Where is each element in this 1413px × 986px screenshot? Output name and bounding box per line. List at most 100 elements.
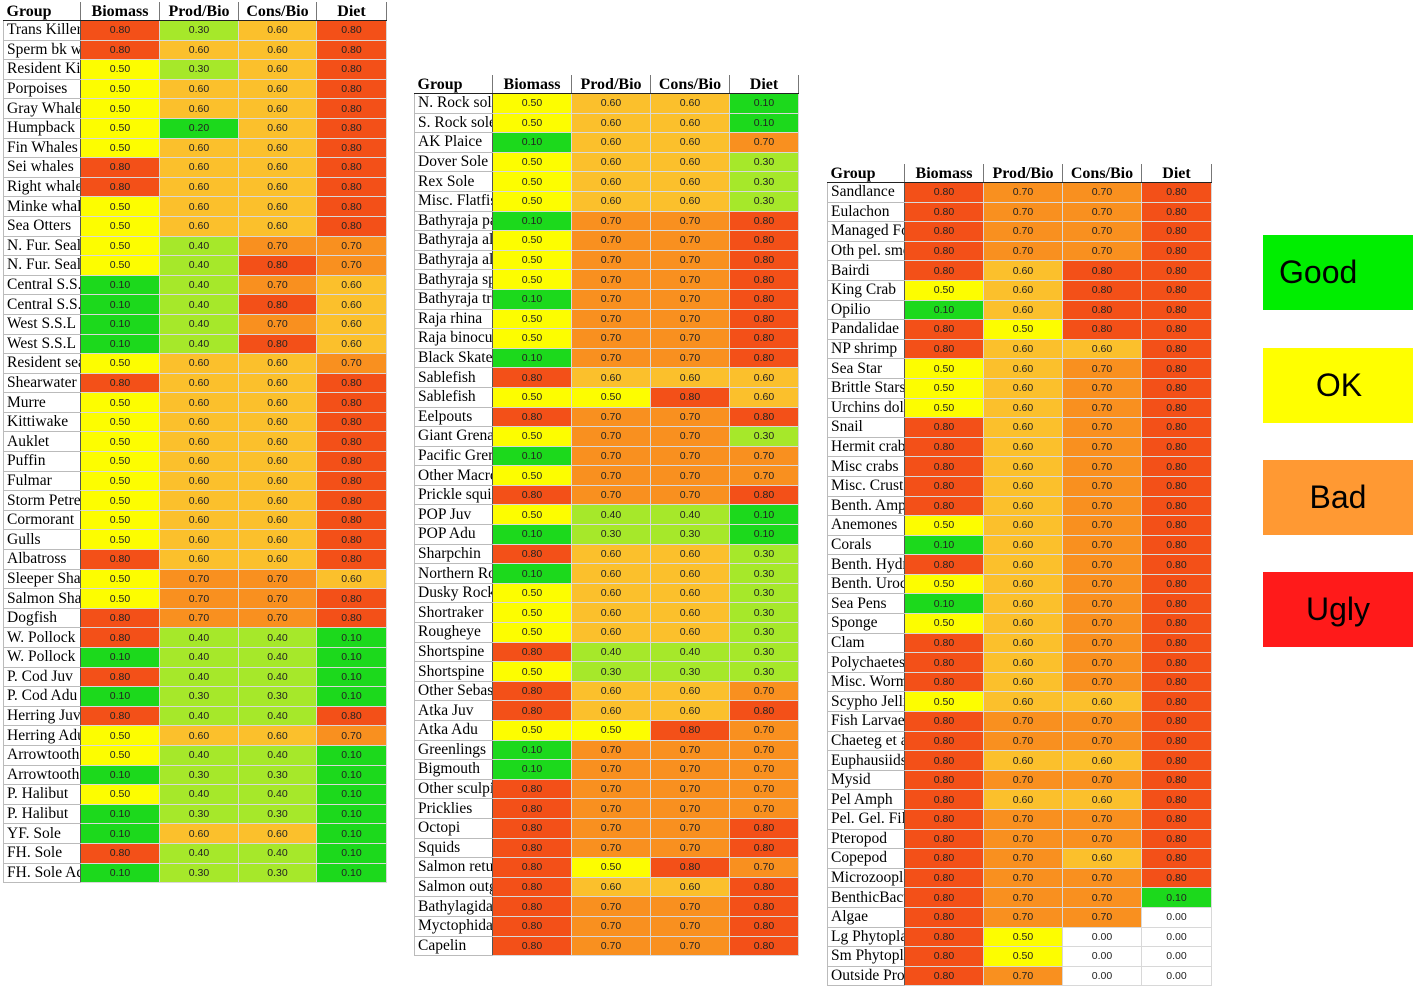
prod-bio-cell: 0.70: [159, 588, 239, 609]
prod-bio-cell: 0.30: [159, 20, 239, 41]
header-prod-bio: Prod/Bio: [159, 2, 239, 21]
diet-cell: 0.80: [729, 269, 799, 290]
biomass-cell: 0.80: [492, 857, 572, 878]
diet-cell: 0.80: [316, 39, 387, 61]
cons-bio-cell: 0.70: [650, 817, 730, 839]
diet-cell: 0.80: [1141, 338, 1212, 360]
prod-bio-cell: 0.60: [571, 543, 651, 565]
cons-bio-cell: 0.60: [238, 725, 317, 746]
table-row: Greenlings 0.10 0.70 0.70 0.70: [414, 739, 799, 761]
table-row: Storm Petrel 0.50 0.60 0.60 0.80: [3, 490, 387, 511]
prod-bio-cell: 0.60: [159, 215, 239, 237]
scores-table-1: Group Biomass Prod/Bio Cons/Bio Diet Tra…: [3, 2, 387, 884]
prod-bio-cell: 0.70: [983, 965, 1063, 986]
biomass-cell: 0.50: [492, 582, 572, 604]
prod-bio-cell: 0.60: [159, 823, 239, 844]
table-row: Kittiwake 0.50 0.60 0.60 0.80: [3, 411, 387, 433]
cons-bio-cell: 0.80: [238, 294, 317, 315]
prod-bio-cell: 0.40: [159, 666, 239, 688]
group-name-cell: Algae: [827, 906, 905, 928]
biomass-cell: 0.50: [904, 573, 984, 595]
prod-bio-cell: 0.60: [571, 190, 651, 212]
cons-bio-cell: 0.70: [650, 759, 730, 780]
diet-cell: 0.70: [316, 255, 387, 276]
table-row: Benth. Urochordata0.500.600.700.80: [827, 573, 1212, 595]
biomass-cell: 0.50: [492, 171, 572, 192]
group-name-cell: Microzooplankton: [827, 867, 905, 889]
diet-cell: 0.80: [1141, 436, 1212, 458]
prod-bio-cell: 0.60: [571, 563, 651, 584]
biomass-cell: 0.50: [492, 308, 572, 330]
group-name-cell: Eulachon: [827, 201, 905, 223]
prod-bio-cell: 0.60: [983, 515, 1063, 536]
prod-bio-cell: 0.60: [159, 372, 239, 394]
cons-bio-cell: 0.60: [650, 680, 730, 702]
table-row: N. Fur. Seal 0.50 0.40 0.70 0.70: [3, 235, 387, 257]
diet-cell: 0.80: [1141, 573, 1212, 595]
diet-cell: 0.80: [316, 176, 387, 198]
prod-bio-cell: 0.60: [571, 112, 651, 134]
diet-cell: 0.80: [1141, 652, 1212, 673]
cons-bio-cell: 0.40: [238, 647, 317, 668]
table-row: Porpoises 0.50 0.60 0.60 0.80: [3, 78, 387, 100]
group-name-cell: YF. Sole: [3, 823, 81, 844]
table-row: Sei whales 0.80 0.60 0.60 0.80: [3, 157, 387, 178]
group-name-cell: POP Adu: [414, 524, 493, 545]
diet-cell: 0.80: [316, 196, 387, 217]
table-row: Urchins dollars0.500.600.700.80: [827, 397, 1212, 419]
table-row: P. Halibut 0.10 0.30 0.30 0.10: [3, 803, 387, 825]
diet-cell: 0.80: [729, 876, 799, 898]
diet-cell: 0.80: [729, 210, 799, 232]
biomass-cell: 0.10: [492, 132, 572, 153]
cons-bio-cell: 0.80: [1062, 319, 1142, 340]
cons-bio-cell: 0.60: [1062, 750, 1142, 771]
cons-bio-cell: 0.70: [1062, 828, 1142, 850]
table-row: Trans Killer 0.80 0.30 0.60 0.80: [3, 20, 387, 41]
prod-bio-cell: 0.70: [983, 730, 1063, 752]
table-row: Brittle Stars 0.50 0.60 0.70 0.80: [827, 377, 1212, 399]
biomass-cell: 0.50: [492, 602, 572, 624]
biomass-cell: 0.10: [80, 764, 160, 786]
biomass-cell: 0.80: [80, 176, 160, 198]
table-row: Anemones 0.50 0.60 0.70 0.80: [827, 515, 1212, 536]
prod-bio-cell: 0.30: [159, 764, 239, 786]
table-row: S. Rock sole 0.50 0.60 0.60 0.10: [414, 112, 799, 134]
prod-bio-cell: 0.60: [159, 451, 239, 472]
prod-bio-cell: 0.40: [159, 274, 239, 296]
diet-cell: 0.80: [1141, 671, 1212, 693]
diet-cell: 0.80: [1141, 240, 1212, 262]
diet-cell: 0.80: [1141, 809, 1212, 830]
table-row: Other Macrourids0.500.700.700.70: [414, 465, 799, 486]
diet-cell: 0.80: [729, 328, 799, 349]
biomass-cell: 0.10: [80, 803, 160, 825]
prod-bio-cell: 0.40: [159, 705, 239, 727]
diet-cell: 0.30: [729, 622, 799, 643]
table-row: Copepod 0.80 0.70 0.60 0.80: [827, 848, 1212, 869]
group-name-cell: BenthicBacteria: [827, 887, 905, 908]
cons-bio-cell: 0.70: [1062, 730, 1142, 752]
table-row: POP Adu 0.10 0.30 0.30 0.10: [414, 524, 799, 545]
table-row: Other sculpins0.800.700.700.70: [414, 778, 799, 800]
cons-bio-cell: 0.70: [1062, 495, 1142, 517]
group-name-cell: Bathyraja aleutica: [414, 249, 493, 271]
prod-bio-cell: 0.60: [983, 358, 1063, 379]
prod-bio-cell: 0.70: [571, 288, 651, 310]
prod-bio-cell: 0.70: [983, 887, 1063, 908]
table-row: Bathylagidae 0.80 0.70 0.70 0.80: [414, 896, 799, 917]
prod-bio-cell: 0.70: [571, 915, 651, 937]
prod-bio-cell: 0.70: [159, 568, 239, 590]
group-name-cell: N. Fur. Seal: [3, 255, 81, 276]
cons-bio-cell: 0.70: [1062, 769, 1142, 791]
biomass-cell: 0.50: [80, 470, 160, 492]
table-row: Bathyraja spp0.500.700.700.80: [414, 269, 799, 290]
table-row: King Crab 0.50 0.60 0.80 0.80: [827, 279, 1212, 301]
table-row: YF. Sole 0.10 0.60 0.60 0.10: [3, 823, 387, 844]
diet-cell: 0.80: [316, 431, 387, 453]
biomass-cell: 0.80: [904, 475, 984, 497]
biomass-cell: 0.50: [80, 509, 160, 531]
biomass-cell: 0.50: [80, 98, 160, 119]
prod-bio-cell: 0.40: [571, 641, 651, 663]
biomass-cell: 0.80: [904, 240, 984, 262]
group-name-cell: Prickle squish: [414, 484, 493, 506]
